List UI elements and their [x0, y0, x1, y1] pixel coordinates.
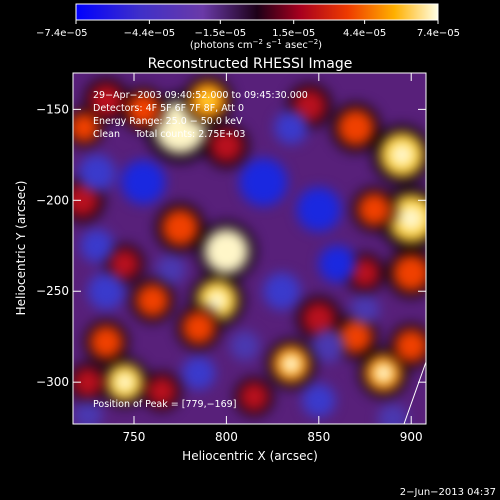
heat-blob: [73, 112, 99, 143]
heat-core: [165, 113, 195, 142]
heat-blob: [357, 192, 391, 227]
heat-blob: [350, 258, 380, 288]
heat-blob: [135, 283, 170, 317]
heat-core: [205, 289, 229, 312]
colorbar-tick-label: 7.4e−05: [417, 28, 460, 39]
plot-frame: [72, 72, 427, 425]
y-tick-label: −250: [36, 284, 69, 298]
heat-blob: [182, 310, 216, 345]
heat-blob: [73, 400, 103, 424]
heat-blob: [126, 92, 160, 127]
heat-blob: [263, 272, 301, 310]
heat-blob: [311, 329, 345, 363]
colorbar-tick-label: −1.5e−05: [195, 28, 247, 39]
y-tick-label: −300: [36, 375, 69, 389]
heat-blob: [292, 89, 327, 123]
heat-blob: [230, 331, 260, 361]
heat-blob: [89, 83, 123, 117]
heat-blob: [318, 245, 356, 283]
annotation-clean: Clean Total counts: 2.75E+03: [93, 129, 245, 140]
colorbar-unit: (photons cm−2 s−1 asec−2): [190, 38, 322, 51]
y-axis-label: Heliocentric Y (arcsec): [14, 181, 28, 316]
heat-core: [197, 90, 219, 111]
heat-blob: [339, 320, 373, 354]
x-tick-label: 850: [307, 430, 330, 444]
colorbar-tick-label: −7.4e−05: [36, 28, 88, 39]
heat-blob: [274, 110, 308, 145]
heat-core: [389, 142, 415, 168]
heatmap-layer: [73, 75, 426, 424]
heat-blob: [73, 367, 103, 397]
heat-blob: [78, 154, 116, 192]
x-tick-label: 900: [400, 430, 423, 444]
heat-blob: [302, 383, 336, 417]
heat-blob: [302, 301, 336, 336]
annotation-energy: Energy Range: 25.0 − 50.0 keV: [93, 116, 243, 127]
chart-title: Reconstructed RHESSI Image: [148, 56, 353, 72]
heat-blob: [161, 209, 199, 247]
y-tick-label: −200: [36, 193, 69, 207]
heat-blob: [182, 356, 216, 390]
heat-blob: [156, 254, 186, 285]
x-tick-label: 750: [123, 430, 146, 444]
colorbar-tick-label: 4.4e−05: [343, 28, 386, 39]
heat-core: [280, 353, 302, 375]
colorbar: [75, 3, 439, 21]
annotation-time: 29−Apr−2003 09:40:52.000 to 09:45:30.000: [93, 90, 308, 101]
heat-blob: [394, 329, 426, 363]
heat-core: [214, 239, 239, 264]
heat-blob: [377, 403, 408, 424]
heat-blob: [239, 158, 288, 207]
annotation-peak: Position of Peak = [779,−169]: [93, 399, 236, 410]
heat-core: [398, 205, 425, 232]
limb-edge-line: [403, 361, 427, 425]
heat-blob: [209, 129, 244, 163]
heat-blob: [109, 249, 140, 279]
x-axis-label: Heliocentric X (arcsec): [182, 449, 318, 463]
x-tick-label: 800: [215, 430, 238, 444]
heat-blob: [296, 187, 341, 232]
axis-ticks: 750 800 850 900 −150 −200 −250 −300: [36, 73, 426, 444]
heat-blob: [350, 294, 380, 325]
heat-blob: [239, 381, 269, 412]
colorbar-tick-label: −4.4e−05: [124, 28, 176, 39]
heat-blob: [392, 254, 426, 292]
y-tick-label: −150: [36, 102, 69, 116]
heat-blob: [80, 229, 114, 263]
heat-core: [373, 362, 394, 384]
heat-blob: [146, 376, 177, 407]
heat-blob: [121, 159, 166, 205]
generation-date: 2−Jun−2013 04:37: [400, 487, 496, 498]
heat-blob: [337, 109, 375, 147]
heat-core: [114, 372, 135, 393]
colorbar-ticks: −7.4e−05 −4.4e−05 −1.5e−05 1.5e−05 4.4e−05 7.…: [36, 20, 460, 39]
heat-blob: [87, 272, 125, 310]
heat-blob: [89, 325, 123, 359]
colorbar-tick-label: 1.5e−05: [272, 28, 315, 39]
heat-blob: [73, 183, 99, 217]
annotation-detectors: Detectors: 4F 5F 6F 7F 8F, Att 0: [93, 103, 244, 114]
